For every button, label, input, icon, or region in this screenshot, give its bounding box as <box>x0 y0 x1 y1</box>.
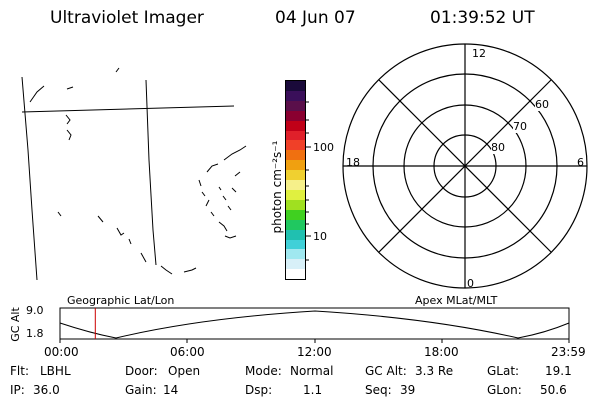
colorbar-swatch <box>286 249 305 260</box>
colorbar-swatch <box>286 259 305 270</box>
timeline-y-top: 9.0 <box>26 304 44 317</box>
gain-label: Gain: <box>125 383 157 397</box>
coastline-outlines <box>29 67 247 275</box>
color-bar <box>285 80 306 280</box>
observation-time: 01:39:52 UT <box>430 8 535 28</box>
colorbar-tick-100: 100 <box>313 141 334 154</box>
colorbar-swatch <box>286 239 305 250</box>
lat-label-80: 80 <box>491 141 505 154</box>
mode-value: Normal <box>290 364 334 378</box>
mlt-label-6: 6 <box>577 156 584 169</box>
colorbar-swatch <box>286 160 305 171</box>
timeline-tick-3: 18:00 <box>424 345 459 359</box>
colorbar-swatch <box>286 170 305 181</box>
mode-label: Mode: <box>245 364 282 378</box>
colorbar-swatch <box>286 219 305 230</box>
gain-value: 14 <box>163 383 179 397</box>
door-value: Open <box>168 364 201 378</box>
colorbar-swatch <box>286 100 305 111</box>
flt-value: LBHL <box>40 364 71 378</box>
colorbar-swatch <box>286 199 305 210</box>
timeline-tick-4: 23:59 <box>551 345 586 359</box>
colorbar-swatch <box>286 130 305 141</box>
colorbar-swatch <box>286 180 305 190</box>
timeline-right-label: Apex MLat/MLT <box>415 294 498 307</box>
glon-value: 50.6 <box>540 383 567 397</box>
colorbar-swatch <box>286 81 305 91</box>
seq-value: 39 <box>400 383 416 397</box>
glat-label: GLat: <box>487 364 520 378</box>
ip-value: 36.0 <box>33 383 60 397</box>
timeline-tick-0: 00:00 <box>44 345 79 359</box>
flt-label: Flt: <box>10 364 29 378</box>
colorbar-swatch <box>286 189 305 200</box>
polar-diagonal-2 <box>378 79 552 253</box>
mlt-label-12: 12 <box>472 47 486 60</box>
seq-label: Seq: <box>365 383 392 397</box>
mlt-label-0: 0 <box>467 277 474 290</box>
ip-label: IP: <box>10 383 25 397</box>
gc-alt-label: GC Alt: <box>365 364 407 378</box>
observation-date: 04 Jun 07 <box>275 8 356 28</box>
colorbar-swatch <box>286 120 305 131</box>
orbit-altitude-curve <box>59 310 570 339</box>
map-grid-lines <box>21 76 235 281</box>
gc-alt-value: 3.3 Re <box>415 364 454 378</box>
colorbar-tick-10: 10 <box>313 230 327 243</box>
dsp-label: Dsp: <box>245 383 273 397</box>
colorbar-swatch <box>286 90 305 101</box>
door-label: Door: <box>125 364 158 378</box>
timeline-tick-1: 06:00 <box>170 345 205 359</box>
timeline-left-label: Geographic Lat/Lon <box>67 294 175 307</box>
glat-value: 19.1 <box>545 364 572 378</box>
colorbar-swatch <box>286 209 305 220</box>
colorbar-swatch <box>286 229 305 240</box>
timeline-y-bottom: 1.8 <box>26 327 44 340</box>
timeline-x-ticks <box>59 339 570 343</box>
colorbar-swatch <box>286 140 305 151</box>
instrument-title: Ultraviolet Imager <box>50 8 204 28</box>
glon-label: GLon: <box>487 383 522 397</box>
lat-label-70: 70 <box>513 120 527 133</box>
dsp-value: 1.1 <box>303 383 323 397</box>
colorbar-swatch <box>286 110 305 121</box>
mlt-label-18: 18 <box>346 156 360 169</box>
colorbar-swatch <box>286 150 305 161</box>
lat-label-60: 60 <box>535 98 549 111</box>
timeline-frame <box>59 307 570 340</box>
colorbar-swatch <box>286 269 305 279</box>
timeline-tick-2: 12:00 <box>297 345 332 359</box>
